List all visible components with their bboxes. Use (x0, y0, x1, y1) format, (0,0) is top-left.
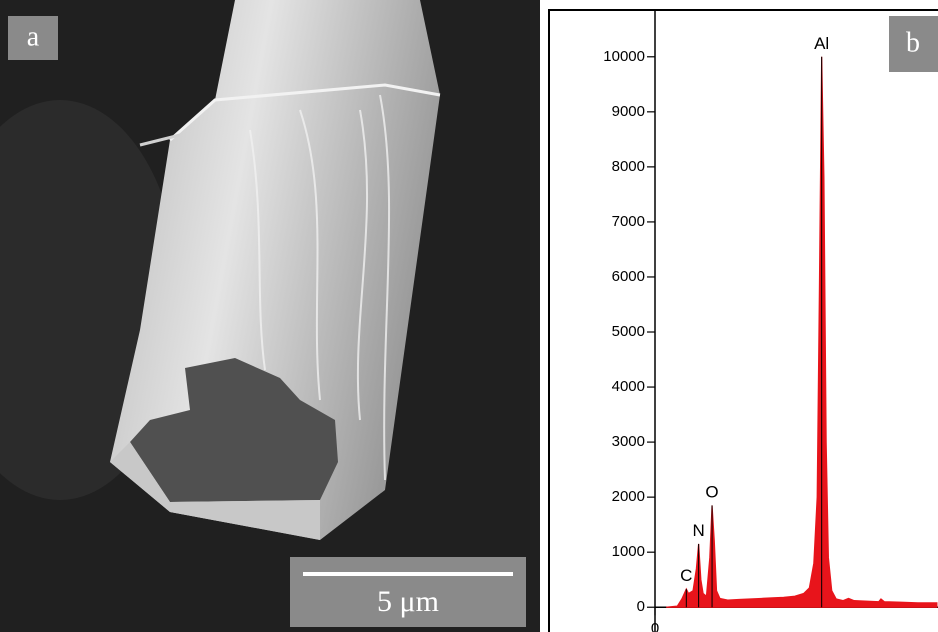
y-tick-label: 5000 (612, 323, 645, 340)
panel-label-box (889, 16, 938, 72)
peak-label: Al (814, 34, 829, 53)
y-tick-label: 7000 (612, 213, 645, 230)
y-tick-label: 0 (637, 598, 645, 615)
panel-label: b (906, 27, 920, 58)
scale-bar-label: 5 μm (377, 585, 439, 618)
peak-label: O (705, 482, 718, 501)
spectrum-plot: 0 1000 2000 3000 4000 5000 6000 7000 8000 9000 100… (603, 10, 938, 632)
y-tick-label: 4000 (612, 378, 645, 395)
spectrum-area (666, 56, 938, 608)
y-tick-label: 2000 (612, 488, 645, 505)
y-tick-label: 10000 (603, 48, 645, 65)
y-tick-label: 6000 (612, 268, 645, 285)
scale-bar-box (290, 557, 526, 627)
y-tick-label: 8000 (612, 158, 645, 175)
sem-image: a 5 μm (0, 0, 540, 632)
peak-label: N (692, 521, 704, 540)
panel-label: a (27, 21, 40, 52)
x-tick-label: 0 (651, 620, 659, 632)
y-tick-label: 1000 (612, 543, 645, 560)
peak-label: C (680, 566, 692, 585)
y-tick-label: 3000 (612, 433, 645, 450)
panel-label-box (8, 16, 58, 60)
y-tick-label: 9000 (612, 103, 645, 120)
chart-frame (548, 9, 938, 632)
